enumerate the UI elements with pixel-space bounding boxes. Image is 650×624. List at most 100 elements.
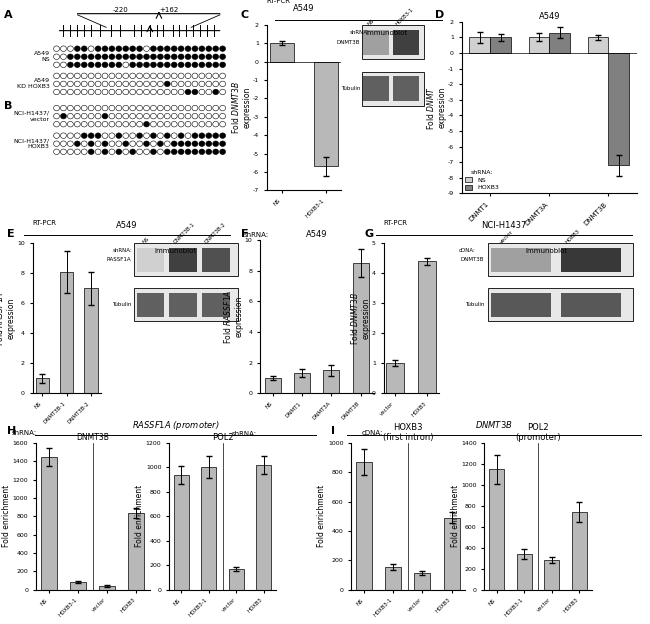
Circle shape (157, 54, 163, 59)
Circle shape (116, 133, 122, 139)
FancyBboxPatch shape (202, 248, 229, 272)
Circle shape (144, 122, 150, 127)
Title: DNMT3B: DNMT3B (76, 433, 109, 442)
Title: POL2: POL2 (212, 433, 233, 442)
Y-axis label: Fold enrichment: Fold enrichment (2, 485, 11, 547)
Text: RT-PCR: RT-PCR (32, 220, 57, 227)
Bar (294, 373, 310, 393)
Bar (490, 37, 511, 53)
Circle shape (185, 54, 191, 59)
Circle shape (164, 133, 170, 139)
FancyBboxPatch shape (134, 288, 238, 321)
Circle shape (213, 133, 218, 139)
Text: I: I (332, 426, 335, 436)
Bar (443, 518, 460, 590)
Text: A: A (4, 11, 13, 21)
Text: Immunoblot: Immunoblot (155, 248, 196, 254)
Circle shape (150, 46, 157, 51)
FancyBboxPatch shape (136, 248, 164, 272)
Circle shape (164, 46, 170, 51)
Circle shape (68, 62, 73, 67)
Circle shape (213, 89, 218, 95)
FancyBboxPatch shape (560, 248, 621, 272)
Bar (174, 475, 189, 590)
Bar (352, 263, 369, 393)
Text: DNMT3B: DNMT3B (337, 39, 360, 45)
Circle shape (68, 54, 73, 59)
Circle shape (102, 149, 108, 155)
Bar (588, 37, 608, 53)
Text: A549
KD HOXB3: A549 KD HOXB3 (17, 79, 49, 89)
Text: Immunoblot: Immunoblot (366, 30, 408, 36)
FancyBboxPatch shape (393, 29, 419, 55)
Circle shape (136, 133, 142, 139)
Circle shape (109, 54, 115, 59)
Circle shape (178, 141, 184, 147)
Circle shape (206, 133, 212, 139)
Text: A549: A549 (116, 222, 138, 230)
Circle shape (206, 46, 212, 51)
Circle shape (60, 114, 66, 119)
Circle shape (220, 149, 226, 155)
Bar (385, 567, 401, 590)
Circle shape (206, 149, 212, 155)
Text: Immunoblot: Immunoblot (525, 248, 567, 254)
Y-axis label: Fold $RASSF1A$
expression: Fold $RASSF1A$ expression (222, 290, 243, 344)
Circle shape (192, 133, 198, 139)
FancyBboxPatch shape (362, 72, 424, 106)
Y-axis label: Fold $DNMT$
expression: Fold $DNMT$ expression (425, 85, 446, 130)
Text: NS: NS (142, 236, 150, 245)
Circle shape (88, 54, 94, 59)
Circle shape (157, 46, 163, 51)
Bar (419, 261, 436, 393)
Circle shape (206, 141, 212, 147)
Circle shape (220, 54, 226, 59)
Title: POL2
(promoter): POL2 (promoter) (515, 423, 561, 442)
Circle shape (185, 141, 191, 147)
Bar (60, 272, 73, 393)
Circle shape (88, 149, 94, 155)
Circle shape (130, 62, 136, 67)
Circle shape (164, 62, 170, 67)
Circle shape (102, 62, 108, 67)
Circle shape (88, 62, 94, 67)
Text: vector: vector (499, 230, 514, 245)
Circle shape (178, 149, 184, 155)
FancyBboxPatch shape (393, 77, 419, 102)
Circle shape (74, 141, 80, 147)
Bar (571, 512, 587, 590)
Circle shape (109, 62, 115, 67)
Text: shRNA:: shRNA: (231, 431, 257, 437)
Text: DNMT3B: DNMT3B (461, 257, 484, 262)
Bar (84, 288, 98, 393)
FancyBboxPatch shape (363, 77, 389, 102)
Circle shape (136, 46, 142, 51)
Bar (99, 586, 115, 590)
Circle shape (150, 133, 157, 139)
Circle shape (213, 141, 218, 147)
Bar (36, 378, 49, 393)
FancyBboxPatch shape (362, 25, 424, 59)
Text: RASSF1A: RASSF1A (107, 257, 131, 262)
Text: $DNMT3B$: $DNMT3B$ (475, 419, 513, 430)
Circle shape (109, 46, 115, 51)
Circle shape (213, 62, 218, 67)
Circle shape (220, 133, 226, 139)
Circle shape (88, 141, 94, 147)
Text: Tubulin: Tubulin (465, 302, 484, 307)
Text: HOXB3-1: HOXB3-1 (395, 6, 415, 26)
Bar (415, 573, 430, 590)
Y-axis label: Fold enrichment: Fold enrichment (450, 485, 460, 547)
Bar (608, 53, 629, 165)
Circle shape (213, 54, 218, 59)
Y-axis label: Fold enrichment: Fold enrichment (135, 485, 144, 547)
Bar (517, 554, 532, 590)
Circle shape (157, 62, 163, 67)
Legend: NS, HOXB3: NS, HOXB3 (465, 170, 499, 190)
Bar (202, 467, 216, 590)
Circle shape (136, 54, 142, 59)
Circle shape (130, 54, 136, 59)
Circle shape (164, 81, 170, 87)
Text: shRNA:: shRNA: (349, 30, 369, 35)
Circle shape (185, 62, 191, 67)
